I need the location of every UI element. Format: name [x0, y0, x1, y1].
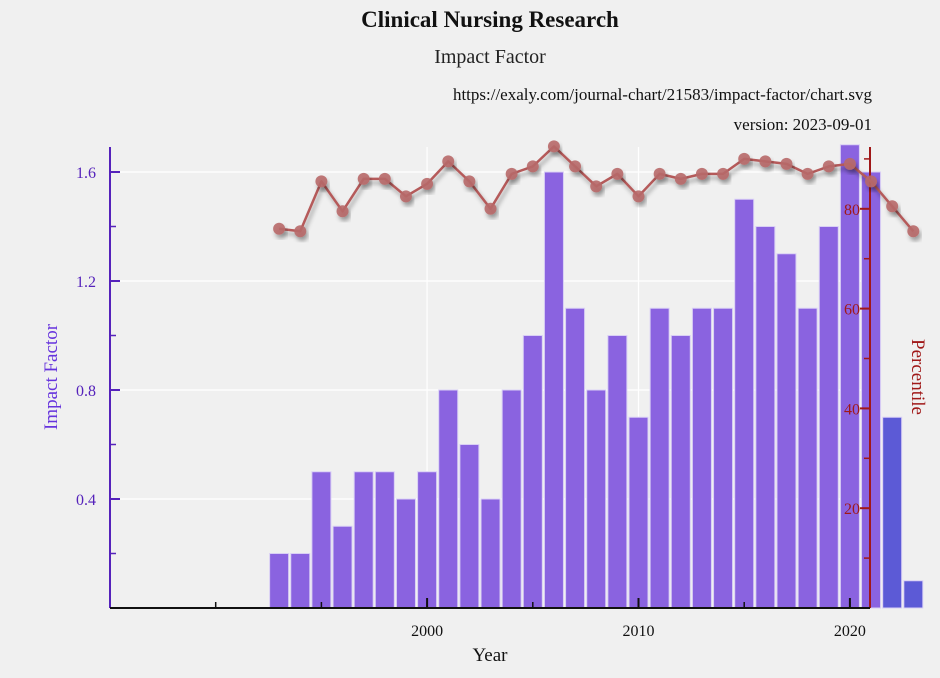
- bar: [480, 498, 501, 609]
- percentile-point: [336, 205, 349, 218]
- percentile-line: [273, 140, 920, 238]
- percentile-point: [886, 200, 899, 213]
- percentile-point: [717, 167, 730, 180]
- bar: [395, 498, 416, 609]
- bar: [374, 471, 395, 609]
- y-tick-label: 1.6: [76, 165, 96, 182]
- percentile-point: [611, 167, 624, 180]
- percentile-point: [357, 172, 370, 185]
- bar: [903, 580, 924, 609]
- y2-tick-label: 40: [844, 401, 860, 418]
- bar: [818, 226, 839, 609]
- bar: [649, 307, 670, 609]
- y-tick-label: 1.2: [76, 274, 96, 291]
- chart-version: version: 2023-09-01: [733, 115, 872, 134]
- x-axis-title: Year: [472, 645, 508, 666]
- bar: [417, 471, 438, 609]
- bar: [586, 389, 607, 609]
- y2-tick-label: 80: [844, 202, 860, 219]
- bar: [269, 553, 290, 609]
- bar: [670, 335, 691, 609]
- percentile-point: [674, 172, 687, 185]
- percentile-point: [484, 202, 497, 215]
- percentile-point: [590, 180, 603, 193]
- bar: [734, 198, 755, 609]
- percentile-point: [442, 155, 455, 168]
- percentile-point: [421, 177, 434, 190]
- percentile-point: [463, 175, 476, 188]
- bar: [628, 416, 649, 609]
- y2-tick-label: 20: [844, 501, 860, 518]
- percentile-point: [526, 160, 539, 173]
- chart-source-url: https://exaly.com/journal-chart/21583/im…: [452, 85, 872, 104]
- bar: [438, 389, 459, 609]
- bar: [882, 416, 903, 609]
- percentile-point: [505, 167, 518, 180]
- percentile-point: [294, 225, 307, 238]
- percentile-point: [738, 152, 751, 165]
- percentile-point: [865, 175, 878, 188]
- percentile-point: [547, 140, 560, 153]
- percentile-point: [273, 222, 286, 235]
- bar: [353, 471, 374, 609]
- bar: [459, 444, 480, 609]
- impact-factor-bars: [269, 144, 924, 609]
- bar: [861, 171, 882, 609]
- percentile-point: [907, 225, 920, 238]
- bar: [797, 307, 818, 609]
- bar: [332, 525, 353, 609]
- chart-subtitle: Impact Factor: [434, 46, 546, 68]
- bar: [607, 335, 628, 609]
- percentile-point: [822, 160, 835, 173]
- percentile-point: [399, 190, 412, 203]
- y-tick-label: 0.8: [76, 383, 96, 400]
- bar: [565, 307, 586, 609]
- y2-tick-label: 60: [844, 302, 860, 319]
- bar: [522, 335, 543, 609]
- bar: [501, 389, 522, 609]
- percentile-point: [315, 175, 328, 188]
- bar: [755, 226, 776, 609]
- x-tick-label: 2000: [411, 623, 443, 640]
- percentile-point: [759, 155, 772, 168]
- y-tick-label: 0.4: [76, 492, 96, 509]
- y-axis-title: Impact Factor: [41, 323, 62, 430]
- percentile-point: [632, 190, 645, 203]
- percentile-point: [695, 167, 708, 180]
- percentile-point: [653, 167, 666, 180]
- x-tick-label: 2010: [623, 623, 655, 640]
- percentile-point: [843, 157, 856, 170]
- bar: [776, 253, 797, 609]
- percentile-point: [780, 157, 793, 170]
- axes: 0.4 0.8 1.2 1.6 20 40 60 80 2000 2010 2020: [76, 147, 871, 640]
- bar: [543, 171, 564, 609]
- x-tick-label: 2020: [834, 623, 866, 640]
- bar: [713, 307, 734, 609]
- bar: [691, 307, 712, 609]
- percentile-point: [569, 160, 582, 173]
- bar: [311, 471, 332, 609]
- chart-title: Clinical Nursing Research: [361, 7, 619, 32]
- percentile-point: [801, 167, 814, 180]
- bar: [290, 553, 311, 609]
- percentile-point: [378, 172, 391, 185]
- y2-axis-title: Percentile: [907, 339, 928, 415]
